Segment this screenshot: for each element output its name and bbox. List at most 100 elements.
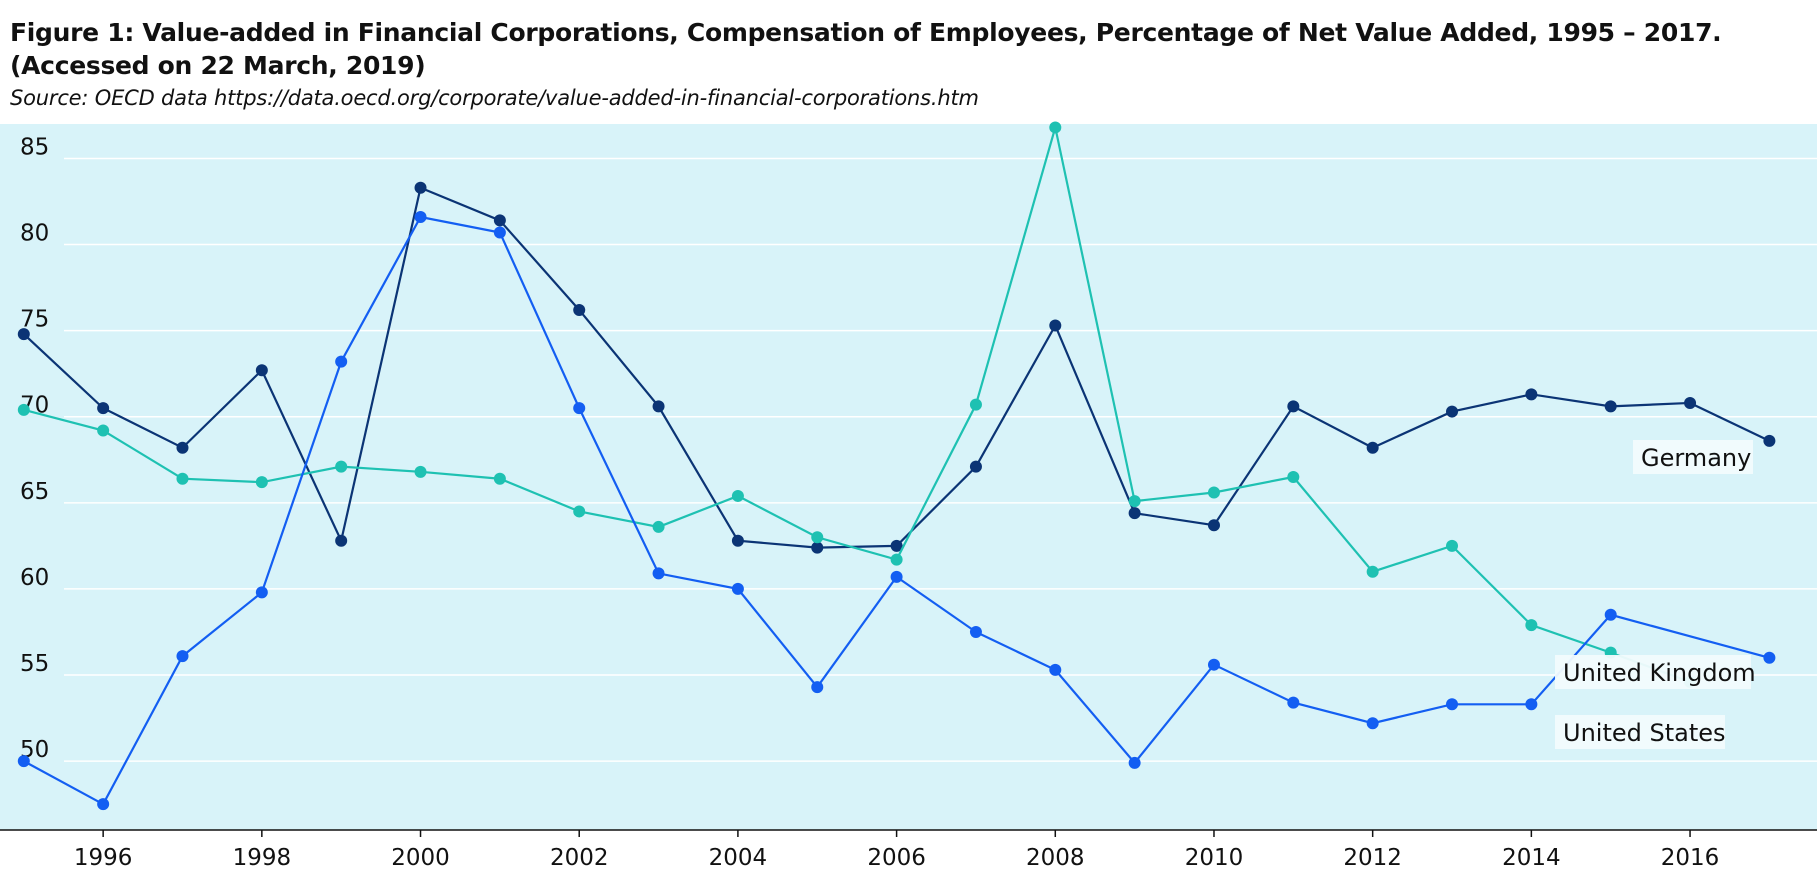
x-axis-ticks: 1996 1998 2000 2002 2004 2006 2008 2010 2012 2014… [0,829,1817,870]
data-point-germany-1996 [97,402,110,415]
series-line-united_states [23,215,1770,806]
data-point-united_kingdom-2004 [731,489,744,502]
data-point-united_kingdom-2013 [1446,539,1459,552]
data-point-germany-2016 [1684,396,1697,409]
data-point-germany-2003 [652,400,665,413]
data-point-united_states-2015 [1604,608,1617,621]
y-tick-label-80: 80 [20,221,49,247]
data-point-united_kingdom-1995 [17,403,30,416]
data-point-germany-2013 [1446,405,1459,418]
data-point-germany-2004 [731,534,744,547]
data-point-germany-2000 [414,181,427,194]
data-point-united_states-1995 [17,755,30,768]
data-point-united_states-2010 [1207,658,1220,671]
data-point-united_states-2008 [1049,663,1062,676]
data-point-united_kingdom-1998 [255,476,268,489]
title-line-2: (Accessed on 22 March, 2019) [10,51,426,80]
data-point-united_states-2009 [1128,756,1141,769]
x-tick-label-2014: 2014 [1502,845,1561,870]
series-label-germany: Germany [1633,440,1753,474]
data-point-united_kingdom-2012 [1366,565,1379,578]
data-point-united_states-2014 [1525,698,1538,711]
data-point-germany-2011 [1287,400,1300,413]
data-point-united_states-2001 [493,226,506,239]
data-point-united_kingdom-2011 [1287,471,1300,483]
data-point-united_kingdom-2003 [652,520,665,533]
series-label-bg-united_states [1555,715,1725,749]
data-point-united_kingdom-2006 [890,553,903,566]
data-point-germany-2015 [1604,400,1617,413]
data-point-germany-1995 [17,328,30,341]
x-tick-label-2000: 2000 [391,845,450,870]
plot-panel [0,124,1817,830]
data-point-united_states-2011 [1287,696,1300,709]
data-point-united_states-2006 [890,570,903,583]
data-point-germany-2017 [1763,434,1776,447]
x-tick-label-2008: 2008 [1026,845,1085,870]
data-point-united_kingdom-2009 [1128,495,1141,508]
data-point-germany-2008 [1049,319,1062,332]
plot-background [0,124,1817,830]
series-label-united_states: United States [1555,715,1726,749]
data-point-united_states-2012 [1366,717,1379,730]
data-point-germany-2005 [811,541,824,554]
data-point-germany-2009 [1128,507,1141,520]
data-point-united_kingdom-2005 [811,531,824,544]
data-point-united_kingdom-2007 [969,398,982,411]
data-point-germany-1997 [176,441,189,454]
data-point-united_states-2003 [652,567,665,580]
data-point-germany-2010 [1207,519,1220,532]
series-label-bg-united_kingdom [1555,655,1751,689]
series-germany [17,181,1776,554]
data-point-united_states-2004 [731,582,744,595]
y-tick-label-60: 60 [20,565,49,591]
x-tick-label-2006: 2006 [867,845,926,870]
data-point-united_states-1996 [97,798,110,811]
title-line-1: Figure 1: Value-added in Financial Corpo… [10,18,1722,47]
x-tick-label-2004: 2004 [709,845,768,870]
data-point-united_states-2013 [1446,698,1459,711]
data-point-united_kingdom-2008 [1049,121,1062,134]
data-point-germany-2014 [1525,388,1538,401]
data-point-united_states-2017 [1763,651,1776,664]
x-tick-label-2002: 2002 [550,845,609,870]
data-point-germany-2007 [969,460,982,473]
data-point-united_states-2002 [573,402,586,415]
data-point-united_states-2007 [969,625,982,638]
series-label-text-germany: Germany [1641,444,1751,472]
series-layer [17,121,1776,811]
data-point-united_kingdom-1997 [176,472,189,485]
data-point-germany-1999 [335,534,348,547]
series-label-text-united_states: United States [1563,719,1726,747]
y-tick-label-65: 65 [20,479,49,505]
data-point-united_states-1997 [176,650,189,663]
chart-title: Figure 1: Value-added in Financial Corpo… [10,16,1722,82]
data-point-germany-2006 [890,539,903,552]
series-label-layer: Germany United Kingdom United States [1555,440,1756,749]
data-point-united_kingdom-2010 [1207,486,1220,499]
x-tick-label-2012: 2012 [1343,845,1402,870]
x-tick-label-2016: 2016 [1661,845,1720,870]
series-united_states [17,210,1776,811]
data-point-united_kingdom-2000 [414,465,427,478]
x-tick-label-2010: 2010 [1185,845,1244,870]
x-tick-label-1998: 1998 [233,845,292,870]
data-point-united_kingdom-2001 [493,472,506,485]
data-point-germany-1998 [255,364,268,377]
data-point-united_states-1999 [335,355,348,368]
chart-source: Source: OECD data https://data.oecd.org/… [10,86,979,110]
y-tick-label-55: 55 [20,651,49,677]
data-point-united_states-2000 [414,210,427,223]
data-point-united_kingdom-1996 [97,424,110,437]
series-label-united_kingdom: United Kingdom [1555,655,1756,689]
data-point-united_states-2005 [811,681,824,694]
data-point-united_states-1998 [255,586,268,599]
series-label-bg-germany [1633,440,1753,474]
series-label-text-united_kingdom: United Kingdom [1563,659,1756,687]
data-point-germany-2002 [573,303,586,316]
data-point-united_kingdom-1999 [335,460,348,473]
data-point-germany-2012 [1366,441,1379,454]
